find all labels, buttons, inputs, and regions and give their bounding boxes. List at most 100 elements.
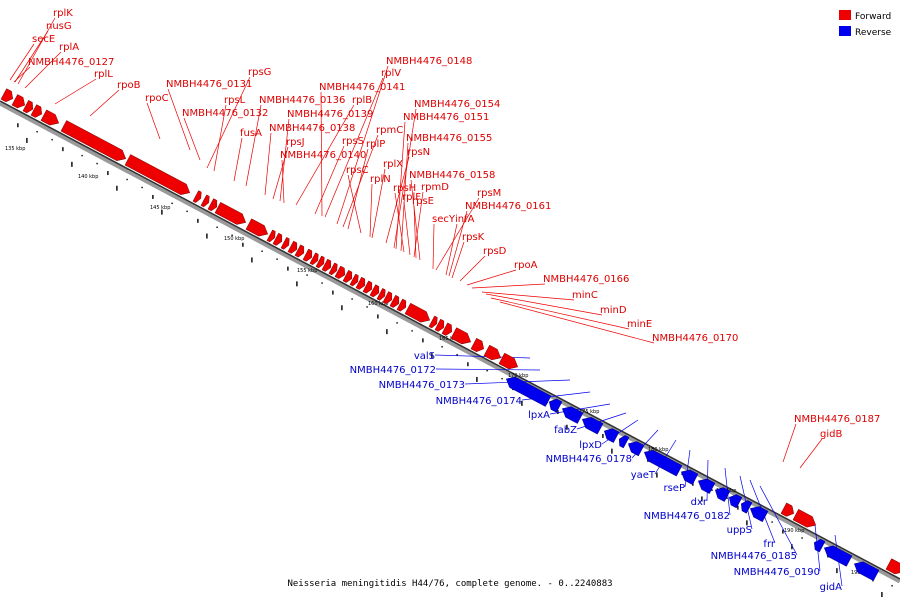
- gene-arrow: [30, 104, 42, 118]
- gene-arrow: [342, 270, 353, 283]
- forward-gene-label: rpsK: [462, 232, 485, 243]
- forward-gene-label: rpoA: [514, 260, 538, 271]
- forward-gene-label: NMBH4476_0132: [182, 108, 268, 119]
- legend: Forward Reverse: [839, 10, 892, 38]
- gene-arrow: [434, 318, 445, 332]
- leader-line: [459, 255, 486, 282]
- scale-tick: [341, 305, 343, 311]
- label-lines: [9, 17, 843, 587]
- forward-gene-label: NMBH4476_0161: [465, 201, 551, 212]
- forward-gene-label: rplF: [402, 192, 421, 203]
- gene-arrow: [266, 229, 276, 243]
- gene-arrow: [450, 327, 472, 345]
- leader-line: [601, 419, 639, 445]
- scale-tick: [116, 185, 118, 191]
- scale-tick: [321, 282, 323, 284]
- backbone-ticks: [17, 123, 893, 598]
- gene-arrow: [349, 273, 359, 287]
- scale-tick: [386, 329, 388, 335]
- scale-tick: [881, 592, 883, 598]
- gene-arrow: [40, 109, 60, 126]
- genome-backbone: [0, 100, 900, 584]
- scale-tick: [197, 218, 199, 223]
- gene-arrow: [396, 298, 407, 312]
- leader-line: [799, 438, 823, 469]
- forward-gene-label: minD: [600, 305, 627, 316]
- reverse-gene-label: lpxD: [579, 440, 602, 451]
- leader-line: [89, 89, 120, 117]
- scale-tick: [701, 496, 703, 502]
- gene-arrow: [749, 506, 769, 523]
- forward-gene-label: NMBH4476_0139: [287, 109, 373, 120]
- gene-arrow: [124, 154, 191, 195]
- legend-reverse-label: Reverse: [855, 28, 892, 38]
- reverse-gene-label: NMBH4476_0190: [734, 567, 820, 578]
- forward-gene-label: NMBH4476_0138: [269, 123, 355, 134]
- forward-gene-label: rpsN: [407, 147, 430, 158]
- forward-gene-label: NMBH4476_0155: [406, 133, 492, 144]
- leader-line: [347, 148, 369, 230]
- gene-arrow: [328, 262, 338, 276]
- scale-tick: [441, 346, 443, 348]
- forward-gene-label: rpsD: [483, 246, 507, 257]
- legend-forward-label: Forward: [855, 12, 891, 22]
- tick-labels: 135 kbp 140 kbp 145 kbp 150 kbp 155 kbp 160 k…: [5, 146, 871, 576]
- gene-arrow: [741, 500, 753, 514]
- leader-line: [24, 51, 62, 89]
- leader-line: [435, 197, 480, 271]
- tick-label: 155 kbp: [297, 268, 317, 274]
- scale-tick: [456, 354, 458, 356]
- reverse-gene-label: gidA: [820, 582, 842, 593]
- forward-gene-label: rpmD: [421, 182, 449, 193]
- forward-gene-label: rplX: [383, 159, 403, 170]
- gene-arrow: [549, 398, 563, 413]
- scale-tick: [771, 521, 773, 523]
- genome-caption: Neisseria meningitidis H44/76, complete …: [287, 579, 612, 589]
- reverse-gene-label: NMBH4476_0173: [379, 380, 465, 391]
- leader-line: [272, 146, 289, 200]
- forward-gene-label: rplB: [352, 95, 372, 106]
- forward-gene-label: NMBH4476_0158: [409, 170, 495, 181]
- gene-arrow: [245, 218, 269, 237]
- scale-tick: [611, 448, 613, 454]
- leader-line: [385, 156, 410, 244]
- leader-line: [264, 132, 272, 196]
- leader-line: [146, 102, 161, 140]
- scale-tick: [186, 210, 188, 213]
- reverse-gene-label: lpxA: [528, 410, 550, 421]
- gene-arrow: [483, 344, 502, 361]
- scale-tick: [891, 585, 893, 587]
- tick-label: 135 kbp: [5, 146, 25, 152]
- forward-gene-label: NMBH4476_0127: [28, 57, 114, 68]
- reverse-gene-label: uppS: [727, 525, 752, 536]
- gene-arrow: [334, 265, 345, 279]
- leader-line: [485, 293, 603, 316]
- forward-gene-label: rpsL: [224, 95, 246, 106]
- scale-tick: [261, 250, 263, 252]
- gene-arrow: [581, 417, 604, 435]
- leader-line: [167, 88, 191, 151]
- tick-label: 180 kbp: [648, 447, 668, 453]
- forward-gene-label: rpmC: [376, 125, 403, 136]
- gene-arrow: [729, 494, 743, 509]
- forward-gene-label: nusG: [46, 21, 72, 32]
- forward-gene-label: secY: [432, 214, 456, 225]
- forward-gene-label: fusA: [240, 128, 262, 139]
- tick-label: 165 kbp: [439, 336, 459, 342]
- gene-arrow: [619, 435, 630, 449]
- leader-line: [549, 403, 611, 415]
- gene-arrow: [441, 322, 452, 336]
- scale-tick: [251, 257, 253, 263]
- gene-arrow: [294, 244, 305, 258]
- gene-arrow: [823, 545, 853, 567]
- scale-tick: [276, 258, 278, 260]
- reverse-gene-label: frr: [763, 539, 775, 550]
- scale-tick: [36, 130, 38, 133]
- leader-line: [14, 30, 49, 83]
- gene-arrow: [505, 376, 552, 407]
- gene-arrow: [885, 558, 900, 575]
- scale-tick: [141, 186, 143, 189]
- leader-line: [499, 301, 655, 344]
- gene-arrow: [287, 240, 298, 254]
